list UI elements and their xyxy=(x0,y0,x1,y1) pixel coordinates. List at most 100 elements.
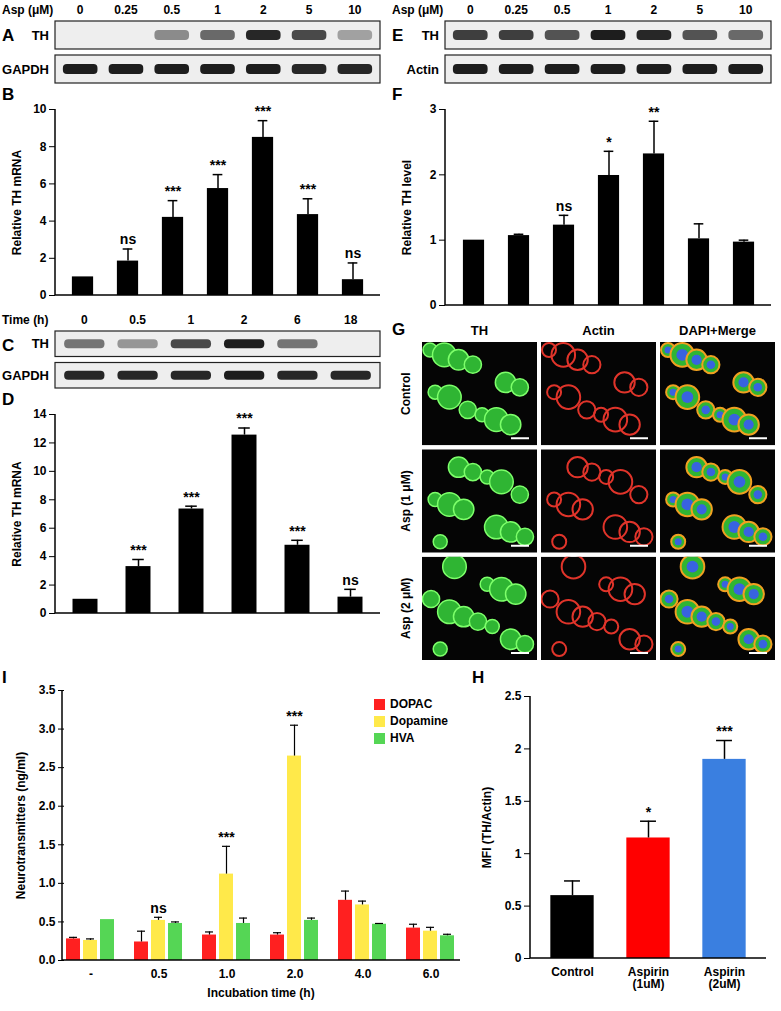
svg-text:2.0: 2.0 xyxy=(287,967,304,981)
svg-text:***: *** xyxy=(300,181,317,197)
svg-text:-: - xyxy=(89,967,93,981)
svg-text:1: 1 xyxy=(515,847,522,861)
svg-text:DAPI+Merge: DAPI+Merge xyxy=(679,323,756,338)
svg-text:0.5: 0.5 xyxy=(151,967,168,981)
svg-text:0.5: 0.5 xyxy=(505,899,522,913)
svg-text:10: 10 xyxy=(348,3,362,17)
svg-text:4: 4 xyxy=(40,214,47,228)
svg-text:2: 2 xyxy=(260,3,267,17)
svg-text:Aspirin(1uM): Aspirin(1uM) xyxy=(628,965,669,991)
svg-text:Asp (μM): Asp (μM) xyxy=(392,3,443,17)
svg-text:Incubation time (h): Incubation time (h) xyxy=(207,986,314,1000)
svg-text:10: 10 xyxy=(33,102,47,116)
svg-text:MFI (TH/Actin): MFI (TH/Actin) xyxy=(480,787,494,868)
svg-text:***: *** xyxy=(130,542,147,558)
svg-text:3.0: 3.0 xyxy=(39,722,56,736)
svg-text:5: 5 xyxy=(306,3,313,17)
svg-text:2: 2 xyxy=(241,313,248,327)
svg-text:0: 0 xyxy=(515,951,522,965)
svg-text:***: *** xyxy=(183,489,200,505)
svg-text:***: *** xyxy=(236,410,253,426)
svg-text:2: 2 xyxy=(40,578,47,592)
svg-text:2: 2 xyxy=(651,3,658,17)
svg-text:Time (h): Time (h) xyxy=(2,313,48,327)
svg-text:GAPDH: GAPDH xyxy=(2,368,49,383)
svg-text:0.5: 0.5 xyxy=(39,915,56,929)
svg-text:Asp (2 μM): Asp (2 μM) xyxy=(399,578,413,639)
svg-text:Relative TH mRNA: Relative TH mRNA xyxy=(10,149,24,255)
svg-text:6: 6 xyxy=(40,521,47,535)
svg-text:TH: TH xyxy=(471,323,488,338)
svg-text:3: 3 xyxy=(430,102,437,116)
svg-text:12: 12 xyxy=(33,436,47,450)
svg-text:TH: TH xyxy=(422,28,439,43)
svg-text:Control: Control xyxy=(399,372,413,415)
svg-text:***: *** xyxy=(165,183,182,199)
svg-text:2.5: 2.5 xyxy=(505,689,522,703)
svg-text:0: 0 xyxy=(81,313,88,327)
svg-text:3.5: 3.5 xyxy=(39,683,56,697)
svg-text:2.5: 2.5 xyxy=(39,760,56,774)
svg-text:0: 0 xyxy=(77,3,84,17)
svg-text:ns: ns xyxy=(556,198,573,214)
svg-text:ns: ns xyxy=(342,572,359,588)
svg-text:GAPDH: GAPDH xyxy=(2,62,49,77)
svg-text:Asp (μM): Asp (μM) xyxy=(2,3,53,17)
svg-text:0.5: 0.5 xyxy=(163,3,180,17)
svg-text:Relative TH level: Relative TH level xyxy=(400,160,414,255)
svg-text:14: 14 xyxy=(33,407,47,421)
svg-text:Actin: Actin xyxy=(407,62,440,77)
svg-text:10: 10 xyxy=(33,464,47,478)
svg-text:0: 0 xyxy=(467,3,474,17)
svg-text:ns: ns xyxy=(345,245,362,261)
svg-text:1: 1 xyxy=(430,233,437,247)
svg-text:***: *** xyxy=(289,523,306,539)
svg-text:Control: Control xyxy=(551,965,594,979)
svg-text:10: 10 xyxy=(739,3,753,17)
svg-text:8: 8 xyxy=(40,493,47,507)
svg-text:0.5: 0.5 xyxy=(554,3,571,17)
svg-text:0.25: 0.25 xyxy=(114,3,138,17)
svg-text:***: *** xyxy=(286,708,303,724)
svg-text:**: ** xyxy=(649,104,660,120)
svg-text:*: * xyxy=(646,804,652,820)
svg-text:18: 18 xyxy=(344,313,358,327)
svg-text:0: 0 xyxy=(430,298,437,312)
svg-text:6: 6 xyxy=(294,313,301,327)
svg-text:6.0: 6.0 xyxy=(423,967,440,981)
svg-text:0.25: 0.25 xyxy=(504,3,528,17)
svg-text:***: *** xyxy=(218,829,235,845)
svg-text:1: 1 xyxy=(214,3,221,17)
svg-text:Relative TH mRNA: Relative TH mRNA xyxy=(10,461,24,567)
svg-text:2.0: 2.0 xyxy=(39,799,56,813)
svg-text:TH: TH xyxy=(32,336,49,351)
svg-text:Neurotransmitters (ng/ml): Neurotransmitters (ng/ml) xyxy=(14,752,28,899)
svg-text:0: 0 xyxy=(40,606,47,620)
svg-text:6: 6 xyxy=(40,177,47,191)
svg-text:1.0: 1.0 xyxy=(219,967,236,981)
svg-text:2: 2 xyxy=(430,168,437,182)
svg-text:ns: ns xyxy=(120,231,137,247)
svg-text:2: 2 xyxy=(515,742,522,756)
svg-text:Aspirin(2uM): Aspirin(2uM) xyxy=(704,965,745,991)
svg-text:4: 4 xyxy=(40,549,47,563)
svg-text:4.0: 4.0 xyxy=(355,967,372,981)
svg-text:1: 1 xyxy=(605,3,612,17)
svg-text:1.5: 1.5 xyxy=(505,794,522,808)
svg-text:5: 5 xyxy=(696,3,703,17)
svg-text:2: 2 xyxy=(40,251,47,265)
svg-text:0.5: 0.5 xyxy=(129,313,146,327)
svg-text:***: *** xyxy=(255,103,272,119)
svg-text:TH: TH xyxy=(32,28,49,43)
svg-text:Actin: Actin xyxy=(582,323,615,338)
svg-text:0.0: 0.0 xyxy=(39,953,56,967)
svg-text:***: *** xyxy=(210,157,227,173)
svg-text:Asp (1 μM): Asp (1 μM) xyxy=(399,470,413,531)
svg-text:1.5: 1.5 xyxy=(39,838,56,852)
svg-text:8: 8 xyxy=(40,140,47,154)
svg-text:***: *** xyxy=(716,723,733,739)
svg-text:*: * xyxy=(606,134,612,150)
svg-text:1: 1 xyxy=(188,313,195,327)
svg-text:ns: ns xyxy=(150,900,167,916)
svg-text:1.0: 1.0 xyxy=(39,876,56,890)
